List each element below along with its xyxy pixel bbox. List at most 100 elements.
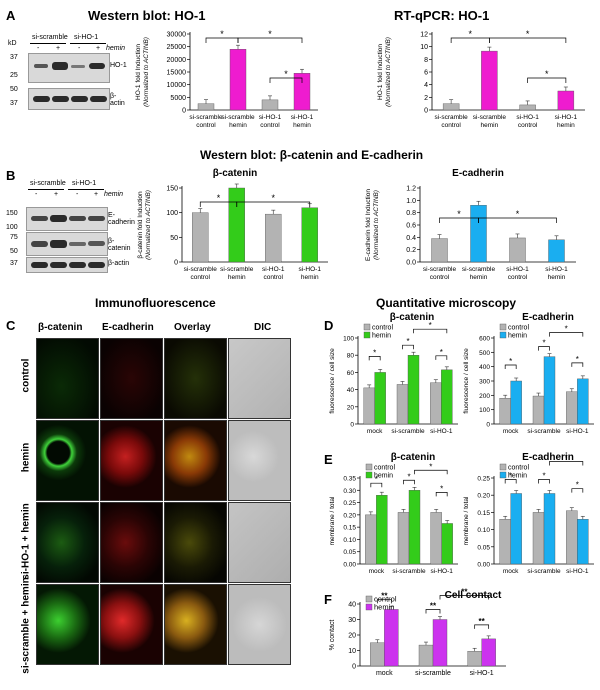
legend-label-hemin: hemin bbox=[374, 603, 394, 612]
bar-control bbox=[532, 395, 545, 425]
legend-swatch-control bbox=[365, 595, 373, 603]
marker-37a: 37 bbox=[10, 54, 18, 61]
chart-b2-ecadherin: 0.0 0.2 0.4 0.6 0.8 1.0 1.2 E-cadherin fold Ind… bbox=[365, 168, 576, 281]
significance-marker: * bbox=[516, 209, 520, 219]
col-header-bcatenin: β-catenin bbox=[38, 322, 83, 333]
x-tick-label: si-HO-1 bbox=[506, 266, 529, 273]
bar-hemin bbox=[441, 523, 453, 565]
title-western-blot-ho1: Western blot: HO-1 bbox=[88, 8, 206, 23]
x-tick-label: si-scramble bbox=[423, 266, 457, 273]
band-label-bcat: β-catenin bbox=[108, 238, 131, 252]
significance-marker: * bbox=[542, 471, 545, 480]
bar bbox=[261, 99, 279, 111]
significance-marker: * bbox=[284, 69, 288, 79]
significance-bracket bbox=[474, 624, 490, 629]
chart-title: E-cadherin bbox=[452, 168, 504, 179]
significance-marker: * bbox=[526, 29, 530, 39]
x-tick-label: si-scramble bbox=[221, 114, 255, 121]
bar bbox=[509, 237, 526, 263]
actin-blot-strip-a bbox=[28, 88, 110, 110]
x-tick-label: mock bbox=[367, 428, 383, 435]
significance-marker: * bbox=[440, 484, 443, 493]
y-tick-label: 15000 bbox=[167, 70, 187, 77]
row-label-siscramble-hemin: si-scramble + hemin bbox=[20, 577, 32, 674]
significance-bracket bbox=[435, 355, 448, 360]
x-tick-label: si-scramble bbox=[462, 266, 496, 273]
bar bbox=[265, 213, 282, 263]
panel-label-f: F bbox=[324, 592, 332, 607]
y-tick-label: 2 bbox=[424, 95, 428, 102]
x-tick-label: si-HO-1 bbox=[516, 114, 539, 121]
x-tick-label: control bbox=[441, 122, 461, 129]
x-tick-label: hemin bbox=[481, 122, 499, 129]
blot-a-sign1: - bbox=[37, 45, 40, 52]
y-tick-label: 0.10 bbox=[343, 537, 356, 544]
title-rtqpcr-ho1: RT-qPCR: HO-1 bbox=[394, 8, 490, 23]
significance-bracket bbox=[478, 217, 557, 223]
x-tick-label: hemin bbox=[548, 274, 566, 281]
blot-a-bracket1 bbox=[30, 43, 66, 44]
ho1-blot-strip bbox=[28, 53, 110, 83]
kd-label: kD bbox=[8, 40, 17, 47]
y-tick-label: 0.15 bbox=[343, 525, 356, 532]
legend-label-hemin: hemin bbox=[372, 333, 391, 340]
legend-swatch-hemin bbox=[365, 471, 373, 479]
marker-37b: 37 bbox=[10, 100, 18, 107]
marker-25: 25 bbox=[10, 72, 18, 79]
significance-bracket bbox=[439, 595, 490, 600]
significance-marker: * bbox=[406, 337, 409, 346]
significance-marker: * bbox=[542, 339, 545, 348]
legend-label-control: control bbox=[372, 325, 393, 332]
y-tick-label: 50 bbox=[170, 235, 178, 242]
significance-marker: * bbox=[509, 471, 512, 480]
micro-siho1-dic bbox=[228, 502, 291, 583]
y-tick-label: 1.0 bbox=[406, 198, 416, 205]
col-header-overlay: Overlay bbox=[174, 322, 211, 333]
x-tick-label: si-scramble bbox=[435, 114, 469, 121]
x-tick-label: si-HO-1 bbox=[259, 114, 282, 121]
significance-marker: * bbox=[217, 193, 221, 203]
legend-label-control: control bbox=[374, 465, 395, 472]
blot-b-bracket2 bbox=[68, 189, 104, 190]
significance-marker: ** bbox=[461, 588, 468, 597]
marker-50b: 50 bbox=[10, 248, 18, 255]
micro-hemin-ecadherin bbox=[100, 420, 163, 501]
x-tick-label: control bbox=[190, 274, 210, 281]
significance-marker: * bbox=[220, 29, 224, 39]
micro-control-bcatenin bbox=[36, 338, 99, 419]
panel-label-c: C bbox=[6, 318, 16, 333]
y-tick-label: 0.6 bbox=[406, 223, 416, 230]
legend-swatch-hemin bbox=[499, 331, 507, 339]
y-tick-label: 300 bbox=[479, 379, 490, 386]
x-tick-label: si-scramble bbox=[415, 670, 451, 677]
legend-swatch-control bbox=[363, 323, 371, 331]
x-tick-label: si-scramble bbox=[392, 568, 426, 575]
blot-b-sign1: - bbox=[35, 191, 38, 198]
y-tick-label: 0.30 bbox=[343, 488, 356, 495]
marker-37c: 37 bbox=[10, 260, 18, 267]
title-quantitative-microscopy: Quantitative microscopy bbox=[376, 296, 517, 310]
legend-label-control: control bbox=[508, 325, 529, 332]
bar bbox=[519, 104, 536, 111]
significance-bracket bbox=[504, 479, 517, 484]
significance-bracket bbox=[269, 77, 303, 83]
x-tick-label: control bbox=[196, 122, 216, 129]
bar-hemin bbox=[384, 609, 399, 667]
ecad-blot-strip bbox=[26, 207, 108, 231]
bar-hemin bbox=[407, 355, 420, 425]
blot-a-sign4: + bbox=[96, 45, 101, 52]
bar bbox=[557, 90, 575, 111]
blot-a-treatment: hemin bbox=[106, 45, 126, 52]
blot-a-group1: si-scramble bbox=[32, 34, 68, 41]
legend-label-control: control bbox=[374, 595, 397, 604]
significance-bracket bbox=[538, 479, 550, 484]
significance-marker: ** bbox=[479, 617, 486, 626]
chart-d2-ecadherin-fluorescence: 0 100 200 300 400 500 600 fluorescence / cell s… bbox=[463, 312, 594, 435]
y-tick-label: 5000 bbox=[170, 95, 186, 102]
blot-b-group1: si-scramble bbox=[30, 180, 66, 187]
significance-marker: * bbox=[375, 475, 378, 484]
immunofluorescence-grid: β-catenin E-cadherin Overlay DIC control… bbox=[20, 322, 322, 688]
x-tick-label: si-HO-1 bbox=[555, 114, 578, 121]
x-tick-label: si-HO-1 bbox=[470, 670, 494, 677]
